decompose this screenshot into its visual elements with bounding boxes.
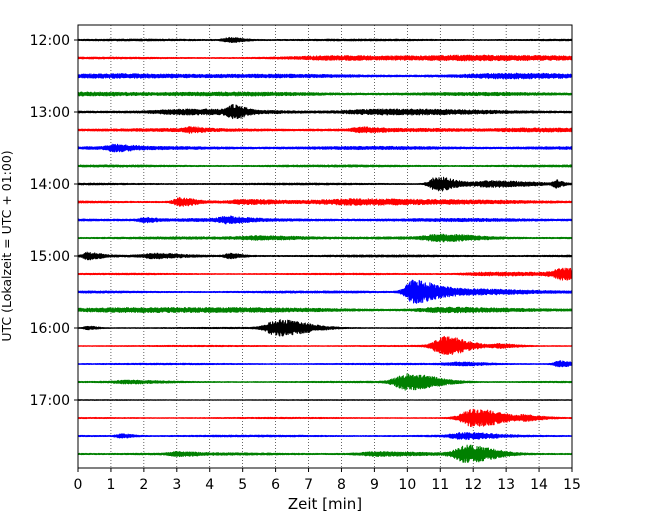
x-tick-label: 3 [172,477,181,493]
x-tick-label: 7 [304,477,313,493]
seismic-trace-1545 [77,306,573,314]
y-tick-label: 13:00 [30,105,70,121]
seismic-trace-1315 [77,126,573,134]
x-tick-label: 12 [464,477,482,493]
seismic-trace-1615 [77,335,573,356]
seismic-trace-1400 [77,176,573,192]
seismic-trace-1600 [77,319,573,337]
seismic-traces [77,36,573,463]
x-tick-label: 8 [337,477,346,493]
seismic-trace-1300 [77,104,573,120]
x-tick-label: 0 [74,477,83,493]
x-tick-label: 9 [370,477,379,493]
x-tick-label: 14 [530,477,548,493]
seismic-trace-1445 [77,233,573,243]
seismic-trace-1745 [77,444,573,463]
y-tick-label: 16:00 [30,321,70,337]
x-tick-label: 11 [431,477,449,493]
grid-lines [110,25,540,468]
seismic-trace-1200 [77,36,573,43]
y-tick-label: 15:00 [30,249,70,265]
seismic-trace-1215 [77,54,573,62]
seismic-trace-1730 [77,432,573,441]
x-tick-label: 4 [205,477,214,493]
x-axis-label: Zeit [min] [288,495,362,513]
seismic-trace-1430 [77,215,573,225]
seismic-trace-1330 [77,143,573,153]
seismic-trace-1415 [77,196,573,207]
plot-frame [77,24,573,469]
seismic-trace-1715 [77,408,573,427]
seismic-trace-1530 [77,279,573,304]
seismic-trace-1230 [77,72,573,80]
y-tick-label: 12:00 [30,33,70,49]
x-tick-label: 6 [271,477,280,493]
x-tick-label: 13 [497,477,515,493]
seismic-trace-1500 [77,251,573,261]
y-axis-ticks: 12:00 13:00 14:00 15:00 16:00 17:00 [30,33,78,409]
y-tick-label: 14:00 [30,177,70,193]
y-axis-label: UTC (Lokalzeit = UTC + 01:00) [0,150,14,341]
y-tick-label: 17:00 [30,393,70,409]
x-axis-ticks: 0 1 2 3 4 5 6 7 8 9 10 11 12 13 14 15 [74,468,581,493]
x-tick-label: 15 [563,477,581,493]
seismic-trace-1345 [77,164,573,168]
seismic-trace-1245 [77,91,573,97]
seismic-trace-1700 [77,399,573,401]
x-tick-label: 10 [398,477,416,493]
x-tick-label: 5 [238,477,247,493]
seismic-trace-1515 [77,267,573,281]
seismic-trace-1645 [77,373,573,391]
x-tick-label: 2 [139,477,148,493]
x-tick-label: 1 [106,477,115,493]
seismic-trace-1630 [77,360,573,368]
